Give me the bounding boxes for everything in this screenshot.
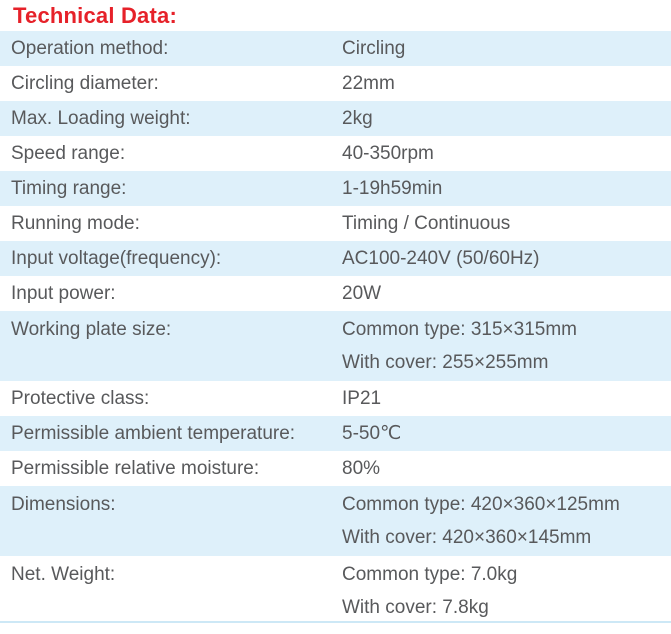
bottom-divider bbox=[0, 621, 671, 623]
table-row: Protective class: IP21 bbox=[0, 381, 671, 416]
row-value: 20W bbox=[342, 276, 671, 311]
row-label: Circling diameter: bbox=[11, 73, 159, 94]
row-label: Permissible ambient temperature: bbox=[11, 423, 296, 444]
row-value-line: With cover: 420×360×145mm bbox=[342, 527, 592, 548]
row-value: 2kg bbox=[342, 101, 671, 136]
table-row: Operation method: Circling bbox=[0, 31, 671, 66]
row-value-line: Circling bbox=[342, 38, 406, 59]
table-row: Input voltage(frequency): AC100-240V (50… bbox=[0, 241, 671, 276]
page-title: Technical Data: bbox=[13, 3, 177, 28]
spec-table: Operation method: Circling Circling diam… bbox=[0, 31, 671, 621]
row-value: Timing / Continuous bbox=[342, 206, 671, 241]
row-label: Running mode: bbox=[11, 213, 140, 234]
table-row: Max. Loading weight: 2kg bbox=[0, 101, 671, 136]
row-value: IP21 bbox=[342, 381, 671, 416]
row-label: Permissible relative moisture: bbox=[11, 458, 260, 479]
row-value: Circling bbox=[342, 31, 671, 66]
row-value: Common type: 315×315mm With cover: 255×25… bbox=[342, 313, 671, 379]
row-value-line: With cover: 7.8kg bbox=[342, 597, 489, 618]
row-value-line: Common type: 315×315mm bbox=[342, 319, 577, 340]
row-value: Common type: 7.0kg With cover: 7.8kg bbox=[342, 558, 671, 624]
row-label: Net. Weight: bbox=[11, 564, 116, 585]
row-value-line: 22mm bbox=[342, 73, 395, 94]
row-value-line: 40-350rpm bbox=[342, 143, 434, 164]
row-label: Speed range: bbox=[11, 143, 126, 164]
table-row: Timing range: 1-19h59min bbox=[0, 171, 671, 206]
row-value: Common type: 420×360×125mm With cover: 42… bbox=[342, 488, 671, 554]
table-row: Net. Weight: Common type: 7.0kg With cove… bbox=[0, 556, 671, 621]
row-value-line: 20W bbox=[342, 283, 382, 304]
row-label: Dimensions: bbox=[11, 494, 116, 515]
table-row: Speed range: 40-350rpm bbox=[0, 136, 671, 171]
row-value-line: Common type: 7.0kg bbox=[342, 564, 518, 585]
row-label: Max. Loading weight: bbox=[11, 108, 191, 129]
row-value-line: IP21 bbox=[342, 388, 382, 409]
row-label: Protective class: bbox=[11, 388, 150, 409]
table-row: Running mode: Timing / Continuous bbox=[0, 206, 671, 241]
row-label: Operation method: bbox=[11, 38, 169, 59]
row-value: 80% bbox=[342, 451, 671, 486]
row-value-line: AC100-240V (50/60Hz) bbox=[342, 248, 540, 269]
table-row: Circling diameter: 22mm bbox=[0, 66, 671, 101]
table-row: Permissible relative moisture: 80% bbox=[0, 451, 671, 486]
table-row: Working plate size: Common type: 315×315… bbox=[0, 311, 671, 381]
row-value: 5-50℃ bbox=[342, 416, 671, 451]
row-value-line: 5-50℃ bbox=[342, 423, 402, 444]
row-value-line: Timing / Continuous bbox=[342, 213, 511, 234]
table-row: Input power: 20W bbox=[0, 276, 671, 311]
row-value-line: 1-19h59min bbox=[342, 178, 443, 199]
row-value-line: With cover: 255×255mm bbox=[342, 352, 549, 373]
row-label: Input voltage(frequency): bbox=[11, 248, 222, 269]
row-value-line: 80% bbox=[342, 458, 381, 479]
row-label: Working plate size: bbox=[11, 319, 172, 340]
row-label: Input power: bbox=[11, 283, 116, 304]
table-row: Permissible ambient temperature: 5-50℃ bbox=[0, 416, 671, 451]
row-value-line: 2kg bbox=[342, 108, 373, 129]
table-row: Dimensions: Common type: 420×360×125mm Wi… bbox=[0, 486, 671, 556]
row-value: 1-19h59min bbox=[342, 171, 671, 206]
row-label: Timing range: bbox=[11, 178, 127, 199]
row-value: 22mm bbox=[342, 66, 671, 101]
row-value: AC100-240V (50/60Hz) bbox=[342, 241, 671, 276]
row-value-line: Common type: 420×360×125mm bbox=[342, 494, 620, 515]
row-value: 40-350rpm bbox=[342, 136, 671, 171]
